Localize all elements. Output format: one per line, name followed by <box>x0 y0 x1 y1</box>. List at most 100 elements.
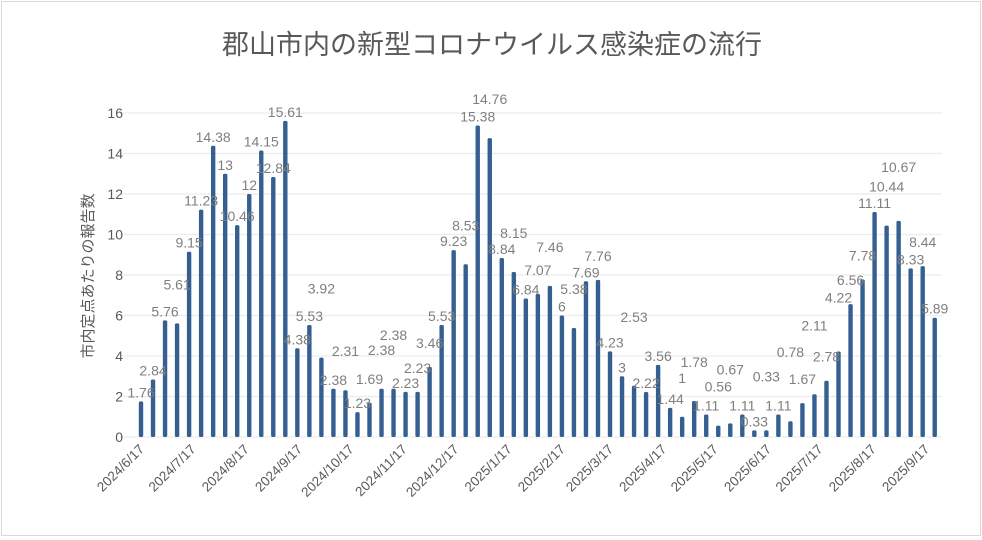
data-label: 5.89 <box>921 301 948 317</box>
data-label: 12 <box>241 177 257 193</box>
data-label: 2.22 <box>632 375 659 391</box>
y-axis-label: 市内定点あたりの報告数 <box>80 193 97 358</box>
x-tick-label: 2025/8/17 <box>826 442 879 495</box>
y-tick-label: 8 <box>115 267 123 283</box>
data-label: 2.53 <box>620 309 647 325</box>
data-label: 2.23 <box>404 360 431 376</box>
x-tick-label: 2024/7/17 <box>146 442 199 495</box>
data-label: 9.23 <box>440 233 467 249</box>
bar <box>824 380 829 437</box>
data-label: 3.56 <box>644 348 671 364</box>
bar <box>884 225 889 437</box>
bar <box>523 298 529 437</box>
bar <box>475 125 480 438</box>
y-tick-label: 0 <box>115 429 123 445</box>
bar <box>186 251 192 437</box>
bar <box>691 400 697 437</box>
bar <box>908 268 913 437</box>
data-label: 8.44 <box>909 234 936 250</box>
bar <box>571 328 577 437</box>
bar <box>499 257 504 437</box>
x-tick-label: 2025/4/17 <box>616 442 669 495</box>
data-label: 2.84 <box>139 362 166 378</box>
x-tick-label: 2024/6/17 <box>94 442 147 495</box>
data-label: 6 <box>558 299 566 315</box>
bar <box>331 388 336 437</box>
x-tick-label: 2025/9/17 <box>879 442 932 495</box>
x-tick-label: 2025/5/17 <box>668 442 721 495</box>
data-label: 14.76 <box>472 91 507 107</box>
bar <box>415 391 420 437</box>
data-label: 2.23 <box>392 375 419 391</box>
x-tick-label: 2024/10/17 <box>298 442 356 500</box>
data-label: 14.38 <box>196 129 231 145</box>
data-label: 2.38 <box>368 342 395 358</box>
data-label: 2.78 <box>813 349 840 365</box>
data-label: 6.56 <box>837 272 864 288</box>
bar <box>222 173 228 437</box>
x-tick-label: 2024/11/17 <box>352 442 410 500</box>
bar <box>728 423 733 437</box>
bar <box>547 285 553 437</box>
data-label: 1.11 <box>765 398 791 414</box>
data-label: 4.38 <box>284 331 311 347</box>
bar <box>848 304 853 437</box>
bar <box>295 348 300 437</box>
data-label: 5.53 <box>296 308 323 324</box>
data-label: 13 <box>217 157 233 173</box>
data-label: 2.31 <box>332 343 359 359</box>
bar <box>583 281 589 437</box>
bar <box>667 407 673 437</box>
bar <box>391 388 396 437</box>
data-label: 15.38 <box>460 109 495 125</box>
data-label: 7.76 <box>584 248 611 264</box>
data-label: 7.69 <box>572 264 599 280</box>
bar <box>427 366 432 437</box>
data-label: 7.07 <box>524 262 551 278</box>
bar <box>307 325 312 437</box>
y-tick-label: 2 <box>115 389 123 405</box>
bar <box>463 264 468 437</box>
x-tick-label: 2025/2/17 <box>515 442 568 495</box>
bar <box>836 351 841 437</box>
data-label: 0.33 <box>741 413 768 429</box>
bar <box>138 401 144 437</box>
data-label: 1 <box>678 370 686 386</box>
data-label: 3.92 <box>308 281 335 297</box>
bar <box>607 351 613 437</box>
y-tick-label: 10 <box>107 227 123 243</box>
data-label: 1.67 <box>789 371 816 387</box>
bar <box>235 225 240 437</box>
data-label: 3 <box>618 359 626 375</box>
data-label: 1.78 <box>681 354 708 370</box>
data-label: 10.44 <box>869 179 904 195</box>
y-tick-label: 6 <box>115 308 123 324</box>
bar <box>319 357 324 437</box>
data-label: 7.46 <box>536 239 563 255</box>
bar <box>403 391 408 437</box>
bar <box>740 414 745 437</box>
data-label: 8.53 <box>452 217 479 233</box>
bar <box>379 388 384 437</box>
data-label: 7.78 <box>849 247 876 263</box>
bar <box>535 293 541 437</box>
bar <box>872 212 877 437</box>
data-label: 2.11 <box>801 317 827 333</box>
data-label: 11.23 <box>184 193 218 209</box>
y-tick-label: 4 <box>115 348 123 364</box>
data-label: 1.11 <box>693 398 719 414</box>
data-label: 1.44 <box>657 391 684 407</box>
data-label: 5.38 <box>560 281 587 297</box>
bar <box>860 279 865 437</box>
data-label: 4.23 <box>596 334 623 350</box>
x-tick-label: 2025/1/17 <box>462 442 515 495</box>
y-tick-label: 14 <box>107 146 123 162</box>
bar <box>559 315 565 437</box>
bar <box>679 416 685 437</box>
bar <box>764 430 769 437</box>
data-label: 10.46 <box>220 208 255 224</box>
bar <box>896 220 901 437</box>
data-label: 0.56 <box>705 379 732 395</box>
